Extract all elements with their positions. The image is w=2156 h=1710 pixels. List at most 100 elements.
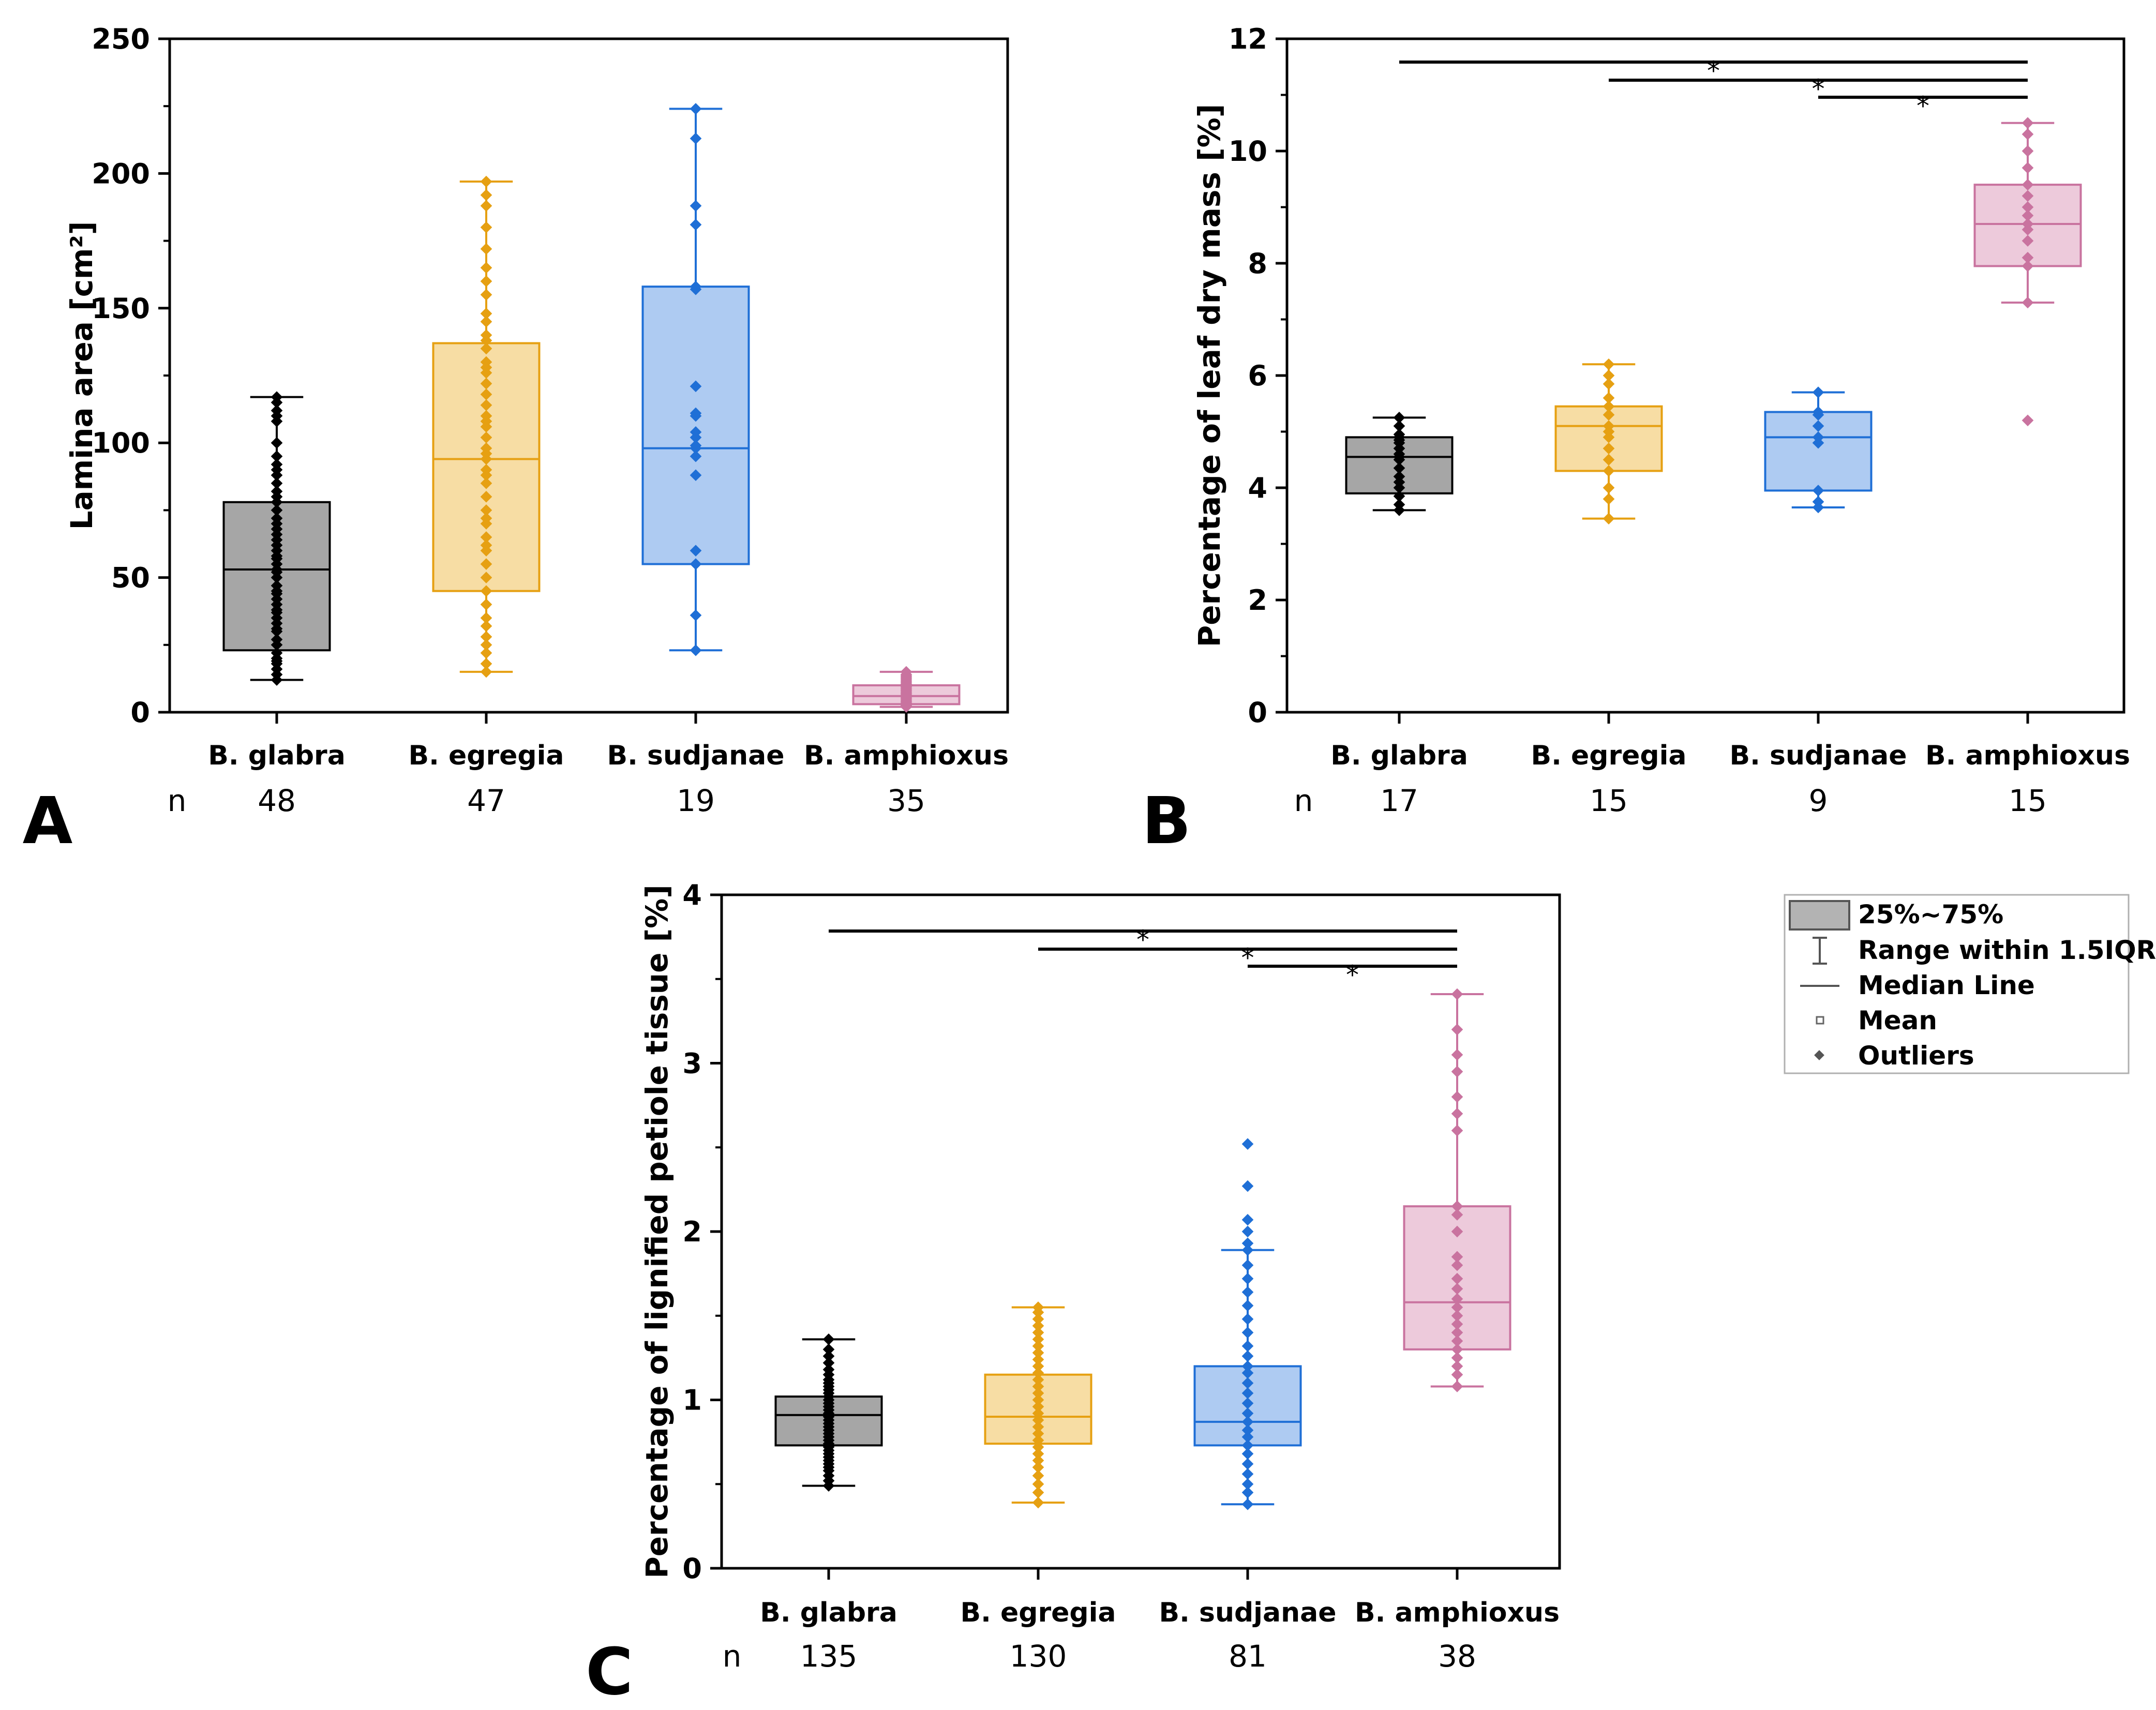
n-label: n	[168, 783, 187, 818]
data-point	[1032, 1367, 1044, 1379]
data-point	[271, 437, 283, 449]
data-point	[1451, 1259, 1463, 1271]
y-axis-label: Percentage of leaf dry mass [%]	[1192, 104, 1227, 648]
data-point	[1812, 386, 1824, 398]
data-point	[1451, 1360, 1463, 1372]
data-point	[271, 504, 283, 516]
data-point	[1451, 1272, 1463, 1285]
n-label: n	[1294, 783, 1313, 818]
data-point	[1451, 1343, 1463, 1356]
data-point	[480, 334, 492, 347]
data-point	[1241, 1377, 1254, 1389]
y-tick-label: 2	[1248, 584, 1267, 617]
data-point	[480, 512, 492, 524]
data-point	[690, 200, 702, 212]
data-point	[690, 380, 702, 393]
data-point	[1032, 1340, 1044, 1352]
data-point	[1032, 1333, 1044, 1345]
data-point	[480, 316, 492, 328]
data-point	[480, 572, 492, 583]
data-point	[690, 469, 702, 482]
data-point	[1451, 1283, 1463, 1295]
data-point	[1393, 420, 1405, 432]
data-point	[1393, 470, 1405, 483]
data-point	[1241, 1439, 1254, 1451]
x-tick-label: B. glabra	[760, 1597, 897, 1628]
data-point	[480, 666, 492, 678]
plot-frame	[1285, 37, 2125, 714]
data-point	[480, 189, 492, 201]
x-tick-label: B. amphioxus	[1355, 1597, 1560, 1628]
data-point	[2022, 162, 2034, 174]
data-point	[1032, 1354, 1044, 1366]
data-point	[1032, 1301, 1044, 1313]
data-point	[1032, 1374, 1044, 1386]
data-point	[822, 1343, 835, 1356]
data-point	[690, 545, 702, 557]
data-point	[1241, 1416, 1254, 1428]
data-point	[1812, 420, 1824, 432]
data-point	[1032, 1414, 1044, 1426]
n-value: 81	[1229, 1639, 1267, 1674]
data-point	[1603, 409, 1615, 421]
data-point	[2022, 201, 2034, 213]
data-point	[1603, 369, 1615, 382]
data-point	[480, 598, 492, 610]
data-point	[1032, 1454, 1044, 1466]
data-point	[1393, 462, 1405, 474]
data-point	[1032, 1394, 1044, 1406]
data-point	[480, 342, 492, 355]
legend: 25%~75% Range within 1.5IQR Median Line …	[1784, 894, 2156, 1074]
data-point	[1032, 1461, 1044, 1474]
data-point	[1812, 406, 1824, 418]
data-point	[822, 1333, 835, 1345]
x-tick-label: B. sudjanae	[1730, 740, 1907, 771]
data-point	[1032, 1319, 1044, 1332]
data-point	[480, 631, 492, 643]
significance-star: *	[1241, 943, 1254, 973]
data-point	[480, 585, 492, 597]
data-point	[900, 666, 912, 678]
data-point	[480, 639, 492, 651]
legend-whisker-label: Range within 1.5IQR	[1858, 935, 2156, 965]
data-point	[690, 407, 702, 419]
data-point	[271, 552, 283, 565]
data-point	[1451, 1225, 1463, 1238]
data-point	[1032, 1326, 1044, 1339]
data-point	[1451, 1301, 1463, 1313]
x-tick-label: B. glabra	[1330, 740, 1468, 771]
data-point	[1032, 1448, 1044, 1460]
box-4	[1403, 988, 1511, 1392]
y-tick-label: 1	[682, 1384, 702, 1417]
data-point	[1603, 400, 1615, 412]
data-point	[1451, 1381, 1463, 1392]
data-point	[1241, 1487, 1254, 1498]
data-point	[1393, 428, 1405, 441]
data-point	[271, 477, 283, 489]
y-tick-label: 6	[1248, 359, 1267, 392]
x-tick-label: B. sudjanae	[1159, 1597, 1337, 1628]
data-point	[271, 391, 283, 403]
data-point	[822, 1350, 835, 1362]
legend-box-label: 25%~75%	[1858, 899, 2003, 929]
data-point	[690, 558, 702, 570]
data-point	[480, 275, 492, 288]
data-point	[1241, 1498, 1254, 1510]
data-point	[480, 477, 492, 489]
box-3	[1764, 386, 1873, 514]
legend-median-label: Median Line	[1858, 970, 2035, 1000]
data-point	[480, 175, 492, 188]
legend-outlier-symbol	[1814, 1050, 1824, 1060]
data-point	[1032, 1469, 1044, 1482]
data-point	[1032, 1407, 1044, 1419]
legend-outlier-label: Outliers	[1858, 1041, 1974, 1071]
y-tick-label: 0	[1248, 696, 1267, 729]
data-point	[1241, 1360, 1254, 1372]
data-point	[1241, 1313, 1254, 1325]
panel-label: A	[23, 784, 73, 859]
data-point	[1241, 1213, 1254, 1226]
data-point	[1812, 496, 1824, 508]
data-point	[1451, 1124, 1463, 1137]
data-point	[1451, 1352, 1463, 1364]
data-point	[1241, 1237, 1254, 1250]
